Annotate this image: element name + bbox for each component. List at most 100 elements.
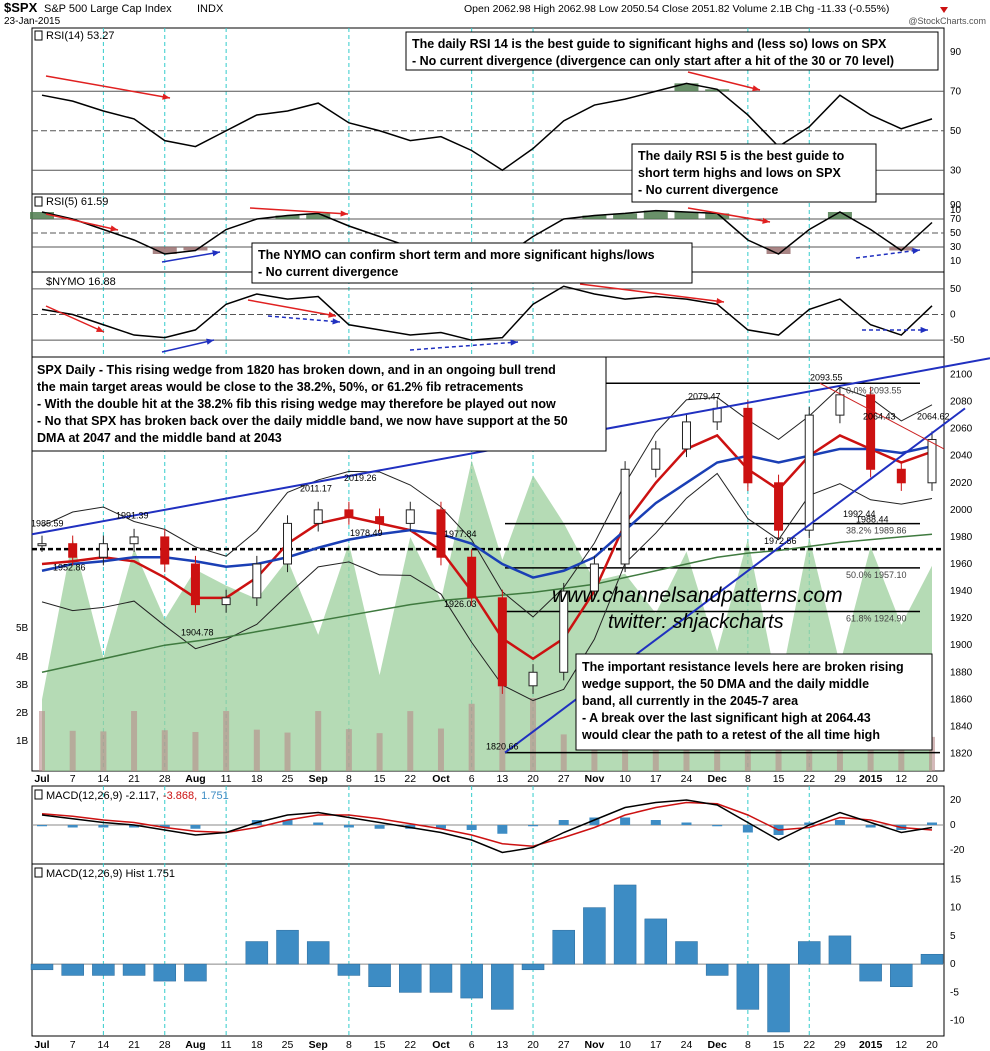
price-tick-label: 1940 xyxy=(950,586,973,597)
candle-body xyxy=(98,543,108,558)
hist-marker xyxy=(34,867,43,878)
macd-tick-label: 20 xyxy=(950,795,962,806)
x-axis-label: 22 xyxy=(404,1039,416,1051)
spx-note-line1: SPX Daily - This rising wedge from 1820 … xyxy=(37,363,556,377)
overbought-fill xyxy=(674,83,699,92)
hist-bar xyxy=(429,963,453,993)
rsi14-title: RSI(14) 53.27 xyxy=(46,30,114,42)
volume-bar xyxy=(468,703,475,771)
price-tick-label: 2060 xyxy=(950,424,973,435)
x-axis-label: 27 xyxy=(558,1039,570,1051)
overbought-fill xyxy=(306,213,331,219)
candle-body xyxy=(160,536,170,565)
chart-exchange: INDX xyxy=(197,3,224,15)
site-watermark: www.channelsandpatterns.com xyxy=(552,584,843,607)
x-axis-label: 29 xyxy=(834,773,846,785)
overbought-fill xyxy=(674,212,699,219)
hist-bar xyxy=(184,963,207,982)
nymo-note-box: The NYMO can confirm short term and more… xyxy=(251,242,693,284)
hist-bar xyxy=(92,963,115,976)
x-axis-label: 10 xyxy=(619,1039,631,1051)
macd-title: MACD(12,26,9) -2.117, -3.868, 1.751 xyxy=(46,790,229,802)
price-label: 2011.17 xyxy=(300,484,332,494)
hist-bar xyxy=(767,963,790,1033)
price-label: 2019.26 xyxy=(344,473,377,483)
oscillator-tick-label: 70 xyxy=(950,214,962,225)
candle-body xyxy=(651,448,661,470)
x-axis-label: 17 xyxy=(650,1039,662,1051)
hist-bar xyxy=(828,935,852,965)
overbought-fill xyxy=(643,210,668,219)
x-axis-label: 15 xyxy=(773,773,785,785)
price-label: 1988.44 xyxy=(856,515,889,525)
ma200-line xyxy=(41,533,933,673)
hist-bar xyxy=(797,941,821,965)
volume-bar xyxy=(836,736,843,771)
hist-bar xyxy=(30,963,54,971)
bollinger-upper xyxy=(41,386,933,618)
x-axis-label: Oct xyxy=(432,773,450,785)
candle-body xyxy=(866,394,876,470)
downtrend-line xyxy=(819,382,945,450)
rsi5-note-line2: short term highs and lows on SPX xyxy=(638,166,841,180)
volume-bar xyxy=(499,681,506,771)
rsi14-note-line2: - No current divergence (divergence can … xyxy=(412,54,894,68)
divergence-arrow-head xyxy=(212,250,220,257)
resistance-note-line5: would clear the path to a retest of the … xyxy=(581,728,880,742)
volume-bar xyxy=(253,729,260,771)
oscillator-tick-label: 30 xyxy=(950,165,962,176)
candle-body xyxy=(804,414,814,531)
divergence-arrow-head xyxy=(762,217,770,224)
overbought-fill xyxy=(705,213,730,219)
volume-bar xyxy=(223,711,230,771)
price-label: 1992.44 xyxy=(843,509,876,519)
fib-label: 0.0% 2093.55 xyxy=(846,385,902,395)
macd-title-part1: MACD(12,26,9) -2.117, xyxy=(46,790,159,802)
price-tick-label: 1900 xyxy=(950,640,973,651)
x-axis-label: 2015 xyxy=(859,1039,883,1051)
candle-body xyxy=(681,421,691,450)
x-axis-label: 29 xyxy=(834,1039,846,1051)
candle-body xyxy=(375,516,385,524)
x-axis-label: 28 xyxy=(159,1039,171,1051)
price-label: 1820.66 xyxy=(486,742,519,752)
candle-body xyxy=(528,671,538,687)
rsi5-note-box: The daily RSI 5 is the best guide to sho… xyxy=(631,143,877,203)
hist-bar xyxy=(552,929,575,965)
fib-label: 61.8% 1924.90 xyxy=(846,614,907,624)
macd-tick-label: -20 xyxy=(950,845,965,856)
axis-layer: 2100208020602040202020001980196019401920… xyxy=(16,47,973,1051)
macd-hist-bar xyxy=(927,822,937,825)
divergence-arrow xyxy=(855,249,921,259)
x-axis-label: 12 xyxy=(895,1039,907,1051)
oversold-fill xyxy=(889,247,914,251)
hist-bar xyxy=(337,963,361,976)
x-axis-label: 21 xyxy=(128,1039,140,1051)
x-axis-label: 8 xyxy=(346,773,352,785)
x-axis-label: 25 xyxy=(282,1039,294,1051)
price-tick-label: 1820 xyxy=(950,748,973,759)
divergence-arrow-head xyxy=(716,297,724,305)
x-axis-label: 2015 xyxy=(859,773,883,785)
x-axis-label: Jul xyxy=(34,1039,49,1051)
candle-body xyxy=(743,407,753,484)
fib-label: 38.2% 1989.86 xyxy=(846,526,907,536)
x-axis-label: Sep xyxy=(309,773,328,785)
divergence-arrow-head xyxy=(510,339,518,346)
hist-bar xyxy=(890,963,913,988)
oscillator-tick-label: 90 xyxy=(950,47,962,58)
rsi5-note-line3: - No current divergence xyxy=(638,183,778,197)
macd-hist-bar xyxy=(435,825,446,829)
twitter-watermark: twitter: shjackcharts xyxy=(608,611,784,633)
x-axis-label: 6 xyxy=(469,773,475,785)
x-axis-label: 21 xyxy=(128,773,140,785)
rsi5-marker xyxy=(34,196,43,207)
hist-tick-label: 10 xyxy=(950,903,962,914)
macd-hist-bar xyxy=(681,822,692,825)
spx-note-line5: DMA at 2047 and the middle band at 2043 xyxy=(37,431,282,445)
x-axis-label: 24 xyxy=(681,1039,693,1051)
macd-hist-bar xyxy=(343,825,354,828)
volume-bar xyxy=(376,733,383,771)
candle-body xyxy=(559,590,569,673)
